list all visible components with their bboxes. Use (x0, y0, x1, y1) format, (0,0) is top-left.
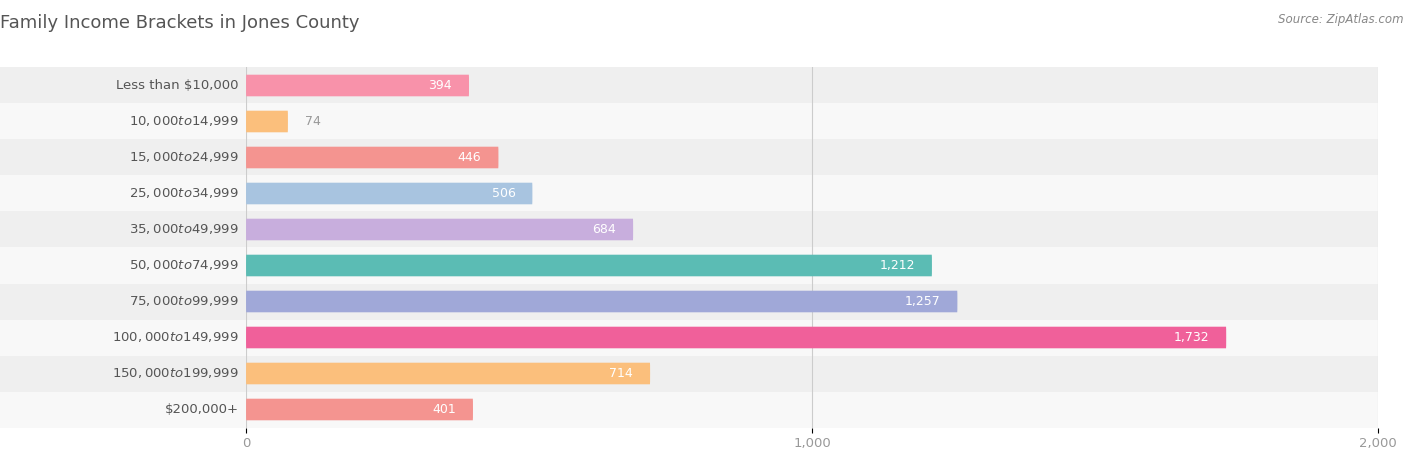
FancyBboxPatch shape (246, 147, 499, 168)
FancyBboxPatch shape (246, 219, 633, 240)
Bar (246, 392, 1378, 428)
FancyBboxPatch shape (246, 183, 533, 204)
FancyBboxPatch shape (246, 399, 472, 420)
Text: 394: 394 (429, 79, 453, 92)
Bar (0, 176, 246, 211)
Bar (0, 392, 246, 428)
Bar (0, 284, 246, 320)
Text: $35,000 to $49,999: $35,000 to $49,999 (129, 222, 239, 237)
Text: 1,212: 1,212 (880, 259, 915, 272)
Text: 74: 74 (305, 115, 321, 128)
Text: $15,000 to $24,999: $15,000 to $24,999 (129, 150, 239, 165)
Bar (0, 104, 246, 140)
Text: 401: 401 (432, 403, 456, 416)
Bar (246, 212, 1378, 248)
Bar (0, 248, 246, 284)
Text: 1,732: 1,732 (1174, 331, 1209, 344)
Text: $75,000 to $99,999: $75,000 to $99,999 (129, 294, 239, 309)
Bar (0, 140, 246, 176)
Bar (0, 68, 246, 104)
Text: Less than $10,000: Less than $10,000 (117, 79, 239, 92)
Bar (246, 248, 1378, 284)
Bar (246, 284, 1378, 320)
FancyBboxPatch shape (246, 75, 470, 96)
FancyBboxPatch shape (246, 111, 288, 132)
Text: $100,000 to $149,999: $100,000 to $149,999 (112, 330, 239, 345)
Text: $50,000 to $74,999: $50,000 to $74,999 (129, 258, 239, 273)
Text: $10,000 to $14,999: $10,000 to $14,999 (129, 114, 239, 129)
Bar (0, 212, 246, 248)
Text: 1,257: 1,257 (904, 295, 941, 308)
Bar (246, 68, 1378, 104)
Bar (246, 320, 1378, 356)
Text: $200,000+: $200,000+ (165, 403, 239, 416)
Text: 446: 446 (458, 151, 481, 164)
FancyBboxPatch shape (246, 363, 650, 384)
Text: $150,000 to $199,999: $150,000 to $199,999 (112, 366, 239, 381)
Bar (246, 176, 1378, 211)
Bar (0, 320, 246, 356)
Bar (246, 356, 1378, 392)
Text: 714: 714 (609, 367, 633, 380)
FancyBboxPatch shape (246, 291, 957, 312)
FancyBboxPatch shape (246, 255, 932, 276)
Bar (0, 356, 246, 392)
Bar (246, 104, 1378, 140)
Text: 506: 506 (492, 187, 516, 200)
Text: $25,000 to $34,999: $25,000 to $34,999 (129, 186, 239, 201)
Text: 684: 684 (592, 223, 616, 236)
Bar (246, 140, 1378, 176)
Text: Family Income Brackets in Jones County: Family Income Brackets in Jones County (0, 14, 360, 32)
Text: Source: ZipAtlas.com: Source: ZipAtlas.com (1278, 14, 1403, 27)
FancyBboxPatch shape (246, 327, 1226, 348)
